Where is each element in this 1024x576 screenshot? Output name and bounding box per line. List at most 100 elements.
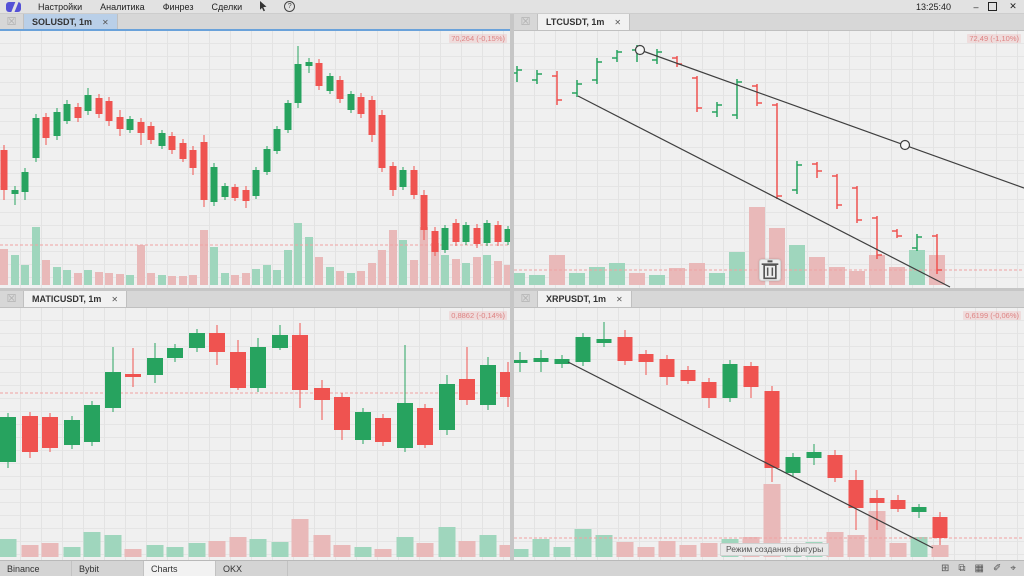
trend-line-drawing[interactable] xyxy=(577,95,951,288)
volume-bar xyxy=(105,273,113,285)
horizontal-splitter[interactable] xyxy=(0,288,1024,291)
candle-body xyxy=(42,417,58,448)
maticusdt-candles[interactable] xyxy=(0,308,510,560)
vertical-splitter[interactable] xyxy=(510,14,514,288)
xrpusdt-chart[interactable]: 0,6199 (-0,06%) Режим создания фигуры xyxy=(514,308,1024,560)
volume-bar xyxy=(637,547,655,557)
delete-drawing-button[interactable] xyxy=(759,259,781,281)
candle-body xyxy=(533,358,549,362)
volume-bar xyxy=(462,263,470,285)
candle-body xyxy=(230,352,246,388)
volume-bar xyxy=(504,265,510,285)
ltcusdt-chart[interactable]: 72,49 (-1,10%) xyxy=(514,31,1024,288)
minimize-button[interactable]: – xyxy=(973,1,979,12)
tab-close-icon[interactable]: ✕ xyxy=(102,17,109,27)
cursor-mode-icon[interactable]: ⌖ xyxy=(1010,562,1016,574)
volume-bar xyxy=(326,267,334,285)
drawing-handle[interactable] xyxy=(634,44,646,56)
menu-analytics[interactable]: Аналитика xyxy=(100,1,145,12)
candle-body xyxy=(355,412,371,440)
tab-close-icon[interactable]: ✕ xyxy=(614,17,622,27)
candle-body xyxy=(452,223,460,242)
tab-label: XRPUSDT, 1m xyxy=(546,294,607,304)
volume-bar xyxy=(595,535,613,557)
tab-ltcusdt[interactable]: LTCUSDT, 1m ✕ xyxy=(537,14,631,30)
volume-bar xyxy=(847,535,865,557)
menu-finres[interactable]: Финрез xyxy=(162,1,194,12)
panel-window-icon[interactable]: ☒ xyxy=(6,15,17,28)
candle-body xyxy=(659,359,675,377)
volume-bar xyxy=(789,245,805,285)
volume-bar xyxy=(189,275,197,285)
workspace-tab-charts[interactable]: Charts xyxy=(144,561,216,576)
menu-trades[interactable]: Сделки xyxy=(211,1,243,12)
drawing-handle[interactable] xyxy=(899,139,911,151)
solusdt-chart[interactable]: 70,264 (-0,15%) xyxy=(0,31,510,288)
volume-bar xyxy=(147,273,155,285)
xrpusdt-candles[interactable] xyxy=(514,308,1024,560)
panel-window-icon[interactable]: ☒ xyxy=(6,292,17,305)
tab-close-icon[interactable]: ✕ xyxy=(111,294,119,304)
panel-window-icon[interactable]: ☒ xyxy=(520,15,531,28)
app-logo-icon[interactable] xyxy=(6,1,21,12)
candle-body xyxy=(189,150,197,168)
tab-close-icon[interactable]: ✕ xyxy=(616,294,623,304)
volume-bar xyxy=(313,535,331,557)
add-chart-icon[interactable]: ⊞ xyxy=(940,562,950,574)
volume-bar xyxy=(210,247,218,285)
panel-tab-bar: ☒ XRPUSDT, 1m ✕ xyxy=(514,291,1024,308)
panel-tab-bar: ☒ MATICUSDT, 1m ✕ xyxy=(0,291,510,308)
tab-maticusdt[interactable]: MATICUSDT, 1m ✕ xyxy=(23,291,128,307)
volume-bar xyxy=(368,263,376,285)
candle-body xyxy=(420,195,428,230)
volume-bar xyxy=(179,276,187,285)
volume-bar xyxy=(616,542,634,557)
candle-body xyxy=(504,229,510,242)
chart-edit-icon[interactable]: ✐ xyxy=(992,562,1002,574)
bottom-row: ☒ MATICUSDT, 1m ✕ 0,8862 (-0,14%) ☒ XRPU… xyxy=(0,291,1024,560)
solusdt-candles[interactable] xyxy=(0,31,510,288)
volume-bar xyxy=(700,543,718,557)
menu-settings[interactable]: Настройки xyxy=(38,1,83,12)
volume-bar xyxy=(273,270,281,285)
candle-body xyxy=(105,372,121,408)
candle-body xyxy=(785,457,801,473)
volume-bar xyxy=(263,265,271,285)
status-bar: Binance Bybit Charts OKX ⊞ ⧉ ▦ ✐ ⌖ xyxy=(0,560,1024,576)
candle-body xyxy=(32,118,40,158)
tab-xrpusdt[interactable]: XRPUSDT, 1m ✕ xyxy=(537,291,632,307)
maticusdt-chart[interactable]: 0,8862 (-0,14%) xyxy=(0,308,510,560)
candle-body xyxy=(743,366,759,387)
candle-body xyxy=(431,231,439,252)
candle-body xyxy=(617,337,633,361)
volume-bar xyxy=(84,270,92,285)
ltcusdt-candles[interactable] xyxy=(514,31,1024,288)
workspace-tab-okx[interactable]: OKX xyxy=(216,561,288,576)
cursor-pointer-icon[interactable] xyxy=(259,1,268,12)
table-icon[interactable]: ▦ xyxy=(974,562,984,574)
volume-bar xyxy=(499,545,510,557)
panel-window-icon[interactable]: ☒ xyxy=(520,292,531,305)
volume-bar xyxy=(242,273,250,285)
maximize-button[interactable] xyxy=(988,2,997,11)
trend-line-drawing[interactable] xyxy=(567,361,934,549)
volume-bar xyxy=(458,541,476,557)
close-button[interactable]: ✕ xyxy=(1009,1,1017,11)
volume-bar xyxy=(0,539,17,557)
workspace-tab-binance[interactable]: Binance xyxy=(0,561,72,576)
vertical-splitter[interactable] xyxy=(510,291,514,560)
volume-bar xyxy=(0,249,8,285)
help-icon[interactable]: ? xyxy=(284,1,296,12)
add-window-icon[interactable]: ⧉ xyxy=(958,562,966,574)
candle-body xyxy=(368,100,376,135)
volume-bar xyxy=(689,263,705,285)
volume-bar xyxy=(609,263,625,285)
panel-tab-bar: ☒ LTCUSDT, 1m ✕ xyxy=(514,14,1024,31)
tab-solusdt[interactable]: SOLUSDT, 1m ✕ xyxy=(23,14,118,30)
candle-body xyxy=(764,391,780,468)
workspace-tab-bybit[interactable]: Bybit xyxy=(72,561,144,576)
candle-body xyxy=(494,225,502,242)
candle-body xyxy=(74,107,82,118)
trend-line-drawing[interactable] xyxy=(639,49,1024,189)
volume-bar xyxy=(21,545,39,557)
